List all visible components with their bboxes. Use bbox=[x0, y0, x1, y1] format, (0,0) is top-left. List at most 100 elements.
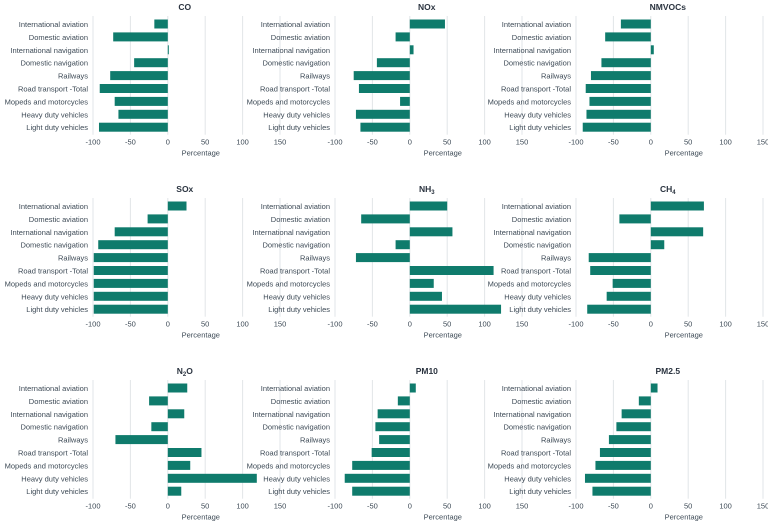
x-tick-label: 0 bbox=[649, 138, 653, 147]
bar bbox=[650, 45, 654, 55]
x-tick-label: -100 bbox=[568, 502, 583, 511]
bar bbox=[612, 278, 651, 288]
x-tick-label: 150 bbox=[274, 320, 287, 329]
category-label: Railways bbox=[541, 254, 571, 263]
x-tick-label: 50 bbox=[443, 320, 451, 329]
bar bbox=[371, 448, 410, 457]
category-label: International navigation bbox=[252, 228, 330, 237]
bar bbox=[409, 19, 445, 29]
category-label: Road transport -Total bbox=[18, 267, 88, 276]
bar bbox=[118, 109, 168, 119]
bar bbox=[352, 486, 410, 496]
category-label: International aviation bbox=[261, 20, 330, 29]
category-label: Heavy duty vehicles bbox=[263, 474, 330, 483]
category-label: International navigation bbox=[493, 46, 571, 55]
x-tick-label: 150 bbox=[516, 502, 529, 511]
category-label: Domestic navigation bbox=[20, 241, 88, 250]
x-tick-label: 150 bbox=[757, 502, 768, 511]
x-tick-label: -100 bbox=[85, 320, 100, 329]
bar bbox=[134, 58, 168, 68]
category-label: Mopeds and motorcycles bbox=[5, 461, 89, 470]
category-label: Light duty vehicles bbox=[26, 123, 88, 132]
category-label: Road transport -Total bbox=[501, 85, 571, 94]
bar bbox=[619, 214, 651, 224]
x-tick-label: 150 bbox=[516, 320, 529, 329]
x-tick-label: -100 bbox=[327, 502, 342, 511]
category-label: Light duty vehicles bbox=[509, 123, 571, 132]
x-tick-label: 100 bbox=[478, 320, 491, 329]
x-tick-label: -100 bbox=[568, 320, 583, 329]
category-label: Railways bbox=[58, 436, 88, 445]
x-tick-label: 100 bbox=[236, 502, 249, 511]
bar bbox=[409, 227, 453, 237]
bar bbox=[395, 32, 410, 42]
chart-title: NOx bbox=[418, 2, 436, 12]
bar bbox=[93, 278, 168, 288]
bar bbox=[590, 266, 651, 275]
category-label: Domestic navigation bbox=[262, 59, 330, 68]
bar bbox=[167, 486, 182, 496]
category-label: Heavy duty vehicles bbox=[21, 110, 88, 119]
bar bbox=[167, 473, 257, 483]
category-label: Railways bbox=[300, 436, 330, 445]
chart-title: SOx bbox=[176, 184, 193, 194]
bar bbox=[620, 19, 651, 29]
x-tick-label: 50 bbox=[684, 320, 692, 329]
x-tick-label: 100 bbox=[719, 320, 732, 329]
chart-title: CO bbox=[178, 2, 191, 12]
category-label: Mopeds and motorcycles bbox=[488, 279, 572, 288]
x-axis-label: Percentage bbox=[665, 149, 703, 158]
bar bbox=[167, 45, 169, 55]
category-label: Heavy duty vehicles bbox=[504, 110, 571, 119]
x-tick-label: 0 bbox=[166, 138, 170, 147]
x-tick-label: -50 bbox=[125, 320, 136, 329]
x-tick-label: 0 bbox=[166, 502, 170, 511]
x-tick-label: 50 bbox=[201, 138, 209, 147]
category-label: Light duty vehicles bbox=[509, 487, 571, 496]
category-label: International aviation bbox=[261, 384, 330, 393]
bar bbox=[650, 201, 704, 211]
category-label: Domestic navigation bbox=[503, 241, 571, 250]
x-tick-label: 0 bbox=[408, 320, 412, 329]
bar bbox=[605, 32, 651, 42]
category-label: Heavy duty vehicles bbox=[263, 292, 330, 301]
category-label: International navigation bbox=[10, 46, 88, 55]
bar bbox=[167, 448, 202, 457]
x-tick-label: 150 bbox=[274, 138, 287, 147]
bar bbox=[115, 435, 168, 445]
bar bbox=[409, 383, 416, 393]
bar bbox=[650, 240, 665, 250]
x-tick-label: 50 bbox=[443, 138, 451, 147]
bar bbox=[352, 460, 410, 470]
category-label: Railways bbox=[300, 254, 330, 263]
x-tick-label: 0 bbox=[649, 320, 653, 329]
category-label: International aviation bbox=[502, 202, 571, 211]
category-label: International aviation bbox=[19, 20, 88, 29]
bar bbox=[114, 96, 168, 106]
bar bbox=[167, 409, 185, 419]
x-tick-label: -50 bbox=[608, 320, 619, 329]
bar bbox=[409, 266, 494, 275]
bar bbox=[93, 253, 168, 263]
bar bbox=[113, 32, 168, 42]
bar bbox=[409, 201, 448, 211]
bar bbox=[344, 473, 410, 483]
category-label: International aviation bbox=[261, 202, 330, 211]
category-label: Domestic aviation bbox=[271, 33, 330, 42]
category-label: International navigation bbox=[493, 228, 571, 237]
x-tick-label: 50 bbox=[684, 138, 692, 147]
bar bbox=[650, 383, 658, 393]
x-axis-label: Percentage bbox=[424, 513, 462, 522]
bar bbox=[358, 84, 410, 93]
bar bbox=[409, 45, 414, 55]
category-label: Heavy duty vehicles bbox=[504, 292, 571, 301]
category-label: Road transport -Total bbox=[501, 449, 571, 458]
category-label: Railways bbox=[541, 436, 571, 445]
bar bbox=[586, 109, 651, 119]
bar bbox=[397, 396, 410, 406]
x-axis-label: Percentage bbox=[424, 149, 462, 158]
bar bbox=[93, 291, 168, 301]
